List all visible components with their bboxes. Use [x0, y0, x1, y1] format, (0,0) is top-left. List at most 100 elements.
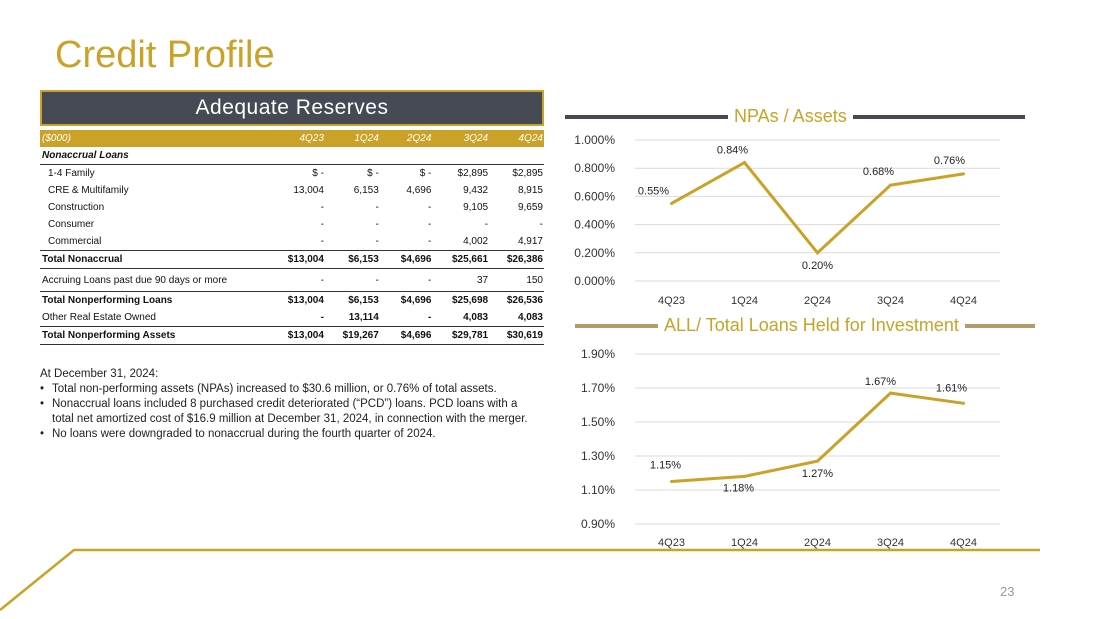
- cell: $13,004: [287, 295, 324, 306]
- table-row-total: Total Nonperforming Loans $13,004 $6,153…: [40, 292, 544, 310]
- data-label: 1.27%: [802, 468, 833, 480]
- header-cell: 4Q24: [489, 130, 544, 147]
- cell: $2,895: [457, 168, 489, 179]
- table-header-row: ($000) 4Q23 1Q24 2Q24 3Q24 4Q24: [40, 130, 544, 147]
- note-bullet: No loans were downgraded to nonaccrual d…: [40, 427, 540, 442]
- header-cell: 4Q23: [271, 130, 325, 147]
- cell: 4,083: [432, 309, 490, 327]
- all-chart: 0.90% 1.10% 1.30% 1.50% 1.70% 1.90% 4Q23 1Q24 2Q…: [581, 347, 1000, 549]
- cell: -: [379, 268, 433, 292]
- cell: $26,536: [506, 295, 543, 306]
- cell: -: [320, 219, 324, 230]
- cell: -: [324, 233, 380, 251]
- cell: 13,004: [293, 185, 324, 196]
- section-label: Nonaccrual Loans: [40, 147, 544, 165]
- table-row: Construction - - - 9,105 9,659: [40, 199, 544, 216]
- cell: 9,105: [463, 202, 489, 213]
- x-tick-label: 4Q23: [658, 537, 685, 549]
- data-label: 0.20%: [802, 260, 833, 272]
- cell: -: [539, 219, 543, 230]
- notes-heading: At December 31, 2024:: [40, 368, 159, 380]
- data-label: 0.76%: [934, 155, 965, 167]
- row-label: Total Nonperforming Assets: [40, 326, 272, 345]
- chart-title-all: ALL/ Total Loans Held for Investment: [658, 315, 965, 336]
- cell: 37: [432, 268, 490, 292]
- cell: 6,153: [353, 185, 379, 196]
- cell: $4,696: [400, 295, 432, 306]
- row-label: Construction: [48, 202, 105, 213]
- table-row: CRE & Multifamily 13,004 6,153 4,696 9,4…: [40, 182, 544, 199]
- cell: -: [271, 268, 325, 292]
- y-tick-label: 1.90%: [581, 347, 615, 361]
- x-tick-label: 2Q24: [804, 537, 831, 549]
- header-cell: 3Q24: [432, 130, 490, 147]
- cell: $29,781: [432, 326, 490, 345]
- data-label: 0.84%: [717, 145, 748, 157]
- y-tick-label: 0.90%: [581, 517, 615, 531]
- credit-table: ($000) 4Q23 1Q24 2Q24 3Q24 4Q24 Nonaccru…: [40, 130, 544, 345]
- cell: -: [379, 309, 433, 327]
- x-tick-label: 2Q24: [804, 295, 831, 307]
- cell: $4,696: [379, 326, 433, 345]
- cell: $30,619: [489, 326, 544, 345]
- data-label: 1.15%: [650, 460, 681, 472]
- y-tick-label: 1.000%: [574, 133, 615, 147]
- cell: $4,696: [379, 250, 433, 269]
- header-cell: 1Q24: [324, 130, 380, 147]
- cell: $ -: [367, 168, 379, 179]
- cell: $26,386: [489, 250, 544, 269]
- cell: -: [428, 219, 432, 230]
- data-point: [816, 459, 819, 463]
- x-tick-label: 4Q24: [950, 537, 977, 549]
- npa-chart: 0.000% 0.200% 0.400% 0.600% 0.800% 1.000% 4Q23…: [574, 133, 1000, 307]
- x-tick-label: 4Q23: [658, 295, 685, 307]
- table-row: Commercial - - - 4,002 4,917: [40, 233, 544, 251]
- cell: $6,153: [324, 250, 380, 269]
- data-point: [889, 183, 892, 187]
- y-tick-label: 0.800%: [574, 161, 615, 175]
- cell: 4,917: [489, 233, 544, 251]
- data-label: 0.55%: [638, 185, 669, 197]
- y-tick-label: 1.30%: [581, 449, 615, 463]
- data-point: [670, 480, 673, 483]
- section-banner: Adequate Reserves: [40, 90, 544, 126]
- data-point: [670, 201, 673, 205]
- cell: $ -: [419, 168, 432, 179]
- cell: 4,002: [432, 233, 490, 251]
- data-label: 1.61%: [936, 382, 967, 394]
- cell: 150: [489, 268, 544, 292]
- notes-block: At December 31, 2024: Total non-performi…: [40, 367, 540, 442]
- data-point: [743, 161, 746, 165]
- y-tick-label: 1.50%: [581, 415, 615, 429]
- page-title: Credit Profile: [55, 34, 275, 76]
- y-tick-label: 0.000%: [574, 274, 615, 288]
- bottom-decoration: [0, 548, 1040, 611]
- header-cell: ($000): [40, 130, 272, 147]
- cell: -: [428, 202, 432, 213]
- x-tick-label: 4Q24: [950, 295, 977, 307]
- y-tick-label: 0.600%: [574, 189, 615, 203]
- cell: $ -: [312, 168, 324, 179]
- cell: -: [375, 202, 379, 213]
- x-tick-label: 1Q24: [731, 537, 758, 549]
- cell: -: [375, 219, 379, 230]
- row-label: Consumer: [48, 219, 95, 230]
- cell: 8,915: [517, 185, 543, 196]
- cell: $13,004: [271, 250, 325, 269]
- y-tick-label: 0.200%: [574, 246, 615, 260]
- data-label: 1.67%: [865, 376, 896, 388]
- y-tick-label: 1.70%: [581, 381, 615, 395]
- row-label: Accruing Loans past due 90 days or more: [40, 268, 272, 292]
- table-row: Other Real Estate Owned - 13,114 - 4,083…: [40, 309, 544, 327]
- cell: -: [324, 268, 380, 292]
- row-label: Other Real Estate Owned: [40, 309, 272, 327]
- cell: -: [484, 219, 489, 230]
- cell: 9,432: [463, 185, 489, 196]
- table-row: 1-4 Family $ - $ - $ - $2,895 $2,895: [40, 165, 544, 183]
- table-section-row: Nonaccrual Loans: [40, 147, 544, 165]
- row-label: Total Nonaccrual: [40, 250, 272, 269]
- cell: 4,083: [489, 309, 544, 327]
- note-bullet: Total non-performing assets (NPAs) incre…: [40, 382, 540, 397]
- cell: $19,267: [324, 326, 380, 345]
- data-point: [962, 172, 965, 176]
